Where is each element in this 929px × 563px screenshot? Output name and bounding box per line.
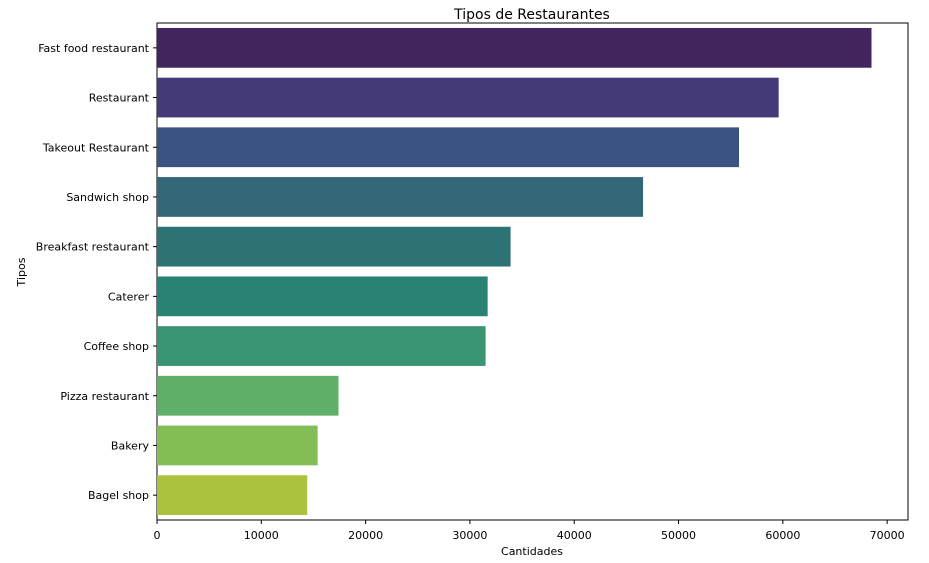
y-tick-label: Fast food restaurant [38,42,149,55]
bar-bakery [157,425,318,466]
y-axis-ticks: Fast food restaurant Restaurant Takeout Re… [36,42,157,502]
y-tick-label: Breakfast restaurant [36,241,150,254]
x-axis-label: Cantidades [501,545,563,558]
x-tick-label: 50000 [661,529,696,542]
x-tick-label: 40000 [557,529,592,542]
y-tick-label: Sandwich shop [66,191,149,204]
x-tick-label: 60000 [765,529,800,542]
bar-restaurant [157,77,779,118]
x-tick-label: 30000 [452,529,487,542]
y-tick-label: Coffee shop [84,340,149,353]
bar-takeout-restaurant [157,127,740,168]
x-tick-label: 10000 [244,529,279,542]
bar-pizza-restaurant [157,375,339,416]
y-tick-label: Takeout Restaurant [42,141,150,154]
y-tick-label: Bagel shop [88,489,149,502]
chart-title: Tipos de Restaurantes [453,7,610,23]
bars-group [157,27,872,516]
bar-sandwich-shop [157,177,644,217]
y-tick-label: Pizza restaurant [60,390,149,403]
x-tick-label: 70000 [870,529,905,542]
x-axis-ticks: 0 10000 20000 30000 40000 50000 60000 70000 [154,520,905,542]
x-tick-label: 20000 [348,529,383,542]
plot-area-frame [156,22,909,521]
bar-fast-food-restaurant [157,27,872,68]
y-axis-label: Tipos [15,257,28,287]
bar-coffee-shop [157,326,486,366]
bar-breakfast-restaurant [157,226,511,267]
bar-caterer [157,276,488,317]
y-tick-label: Bakery [111,439,150,452]
x-tick-label: 0 [154,529,161,542]
y-tick-label: Caterer [108,290,150,303]
bar-bagel-shop [157,475,308,516]
y-tick-label: Restaurant [89,92,150,105]
